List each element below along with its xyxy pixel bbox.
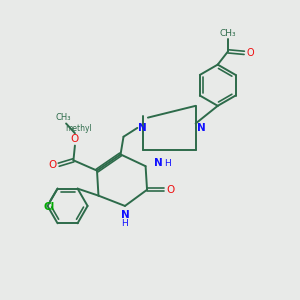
- Text: N: N: [138, 123, 147, 133]
- Text: H: H: [164, 159, 171, 168]
- Text: O: O: [71, 134, 79, 144]
- Text: CH₃: CH₃: [56, 113, 71, 122]
- Text: O: O: [167, 185, 175, 195]
- Text: Cl: Cl: [44, 202, 55, 212]
- Text: CH₃: CH₃: [220, 28, 236, 38]
- Text: H: H: [122, 218, 128, 227]
- Text: methyl: methyl: [65, 124, 92, 133]
- Text: O: O: [48, 160, 56, 170]
- Text: N: N: [196, 123, 205, 133]
- Text: O: O: [247, 48, 254, 58]
- Text: N: N: [121, 210, 129, 220]
- Text: N: N: [154, 158, 163, 168]
